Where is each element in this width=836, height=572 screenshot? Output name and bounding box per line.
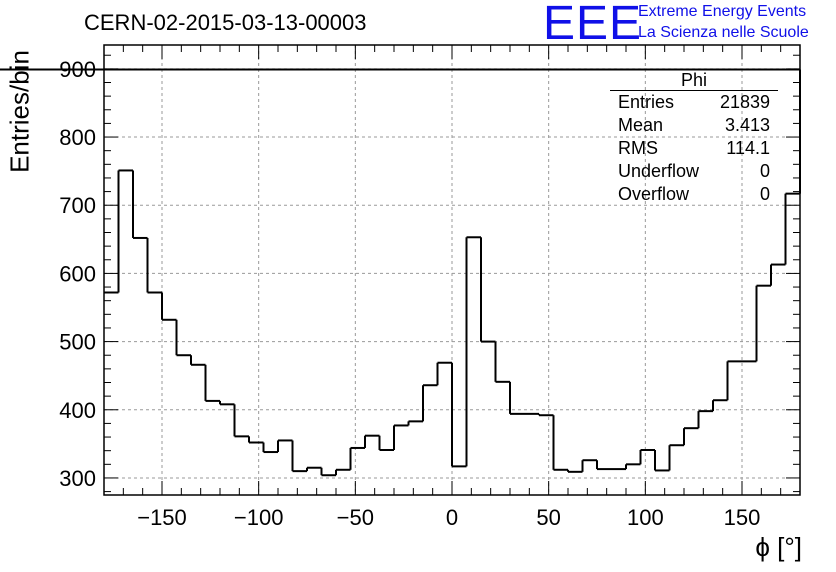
stats-label: RMS bbox=[618, 138, 658, 158]
eee-logo: EEE bbox=[543, 0, 643, 50]
stats-row-rms: RMS 114.1 bbox=[610, 137, 778, 160]
stats-value: 3.413 bbox=[724, 115, 770, 135]
banner-line-1: Extreme Energy Events bbox=[638, 3, 807, 20]
y-tick-label: 500 bbox=[59, 330, 96, 355]
y-axis-label: Entries/bin bbox=[4, 50, 35, 173]
x-tick-label: −50 bbox=[337, 505, 374, 530]
stats-value: 114.1 bbox=[726, 138, 770, 158]
stats-value: 21839 bbox=[719, 92, 770, 112]
y-tick-label: 800 bbox=[59, 125, 96, 150]
y-tick-label: 300 bbox=[59, 466, 96, 491]
x-tick-label: 0 bbox=[446, 505, 458, 530]
tick-labels: −150 −100 −50 0 50 100 150 300 400 500 600 700 800 90… bbox=[59, 57, 760, 530]
y-tick-label: 400 bbox=[59, 398, 96, 423]
run-title: CERN-02-2015-03-13-00003 bbox=[84, 10, 367, 35]
stats-label: Overflow bbox=[618, 184, 690, 204]
stats-row-overflow: Overflow 0 bbox=[610, 183, 778, 206]
stats-value: 0 bbox=[759, 184, 770, 204]
stats-row-entries: Entries 21839 bbox=[610, 91, 778, 114]
x-tick-label: 150 bbox=[724, 505, 761, 530]
stats-value: 0 bbox=[759, 161, 770, 181]
y-tick-label: 700 bbox=[59, 193, 96, 218]
y-tick-label: 600 bbox=[59, 261, 96, 286]
stats-row-underflow: Underflow 0 bbox=[610, 160, 778, 183]
stats-label: Mean bbox=[618, 115, 664, 135]
project-banner: Extreme Energy Events La Scienza nelle S… bbox=[638, 1, 809, 43]
stats-label: Entries bbox=[618, 92, 675, 112]
axes bbox=[103, 44, 801, 496]
x-tick-label: 50 bbox=[536, 505, 560, 530]
stats-label: Underflow bbox=[618, 161, 700, 181]
y-tick-label: 900 bbox=[59, 57, 96, 82]
stats-title: Phi bbox=[610, 70, 778, 91]
x-tick-label: 100 bbox=[627, 505, 664, 530]
x-tick-label: −100 bbox=[234, 505, 284, 530]
histogram-bins bbox=[0, 68, 801, 477]
stats-row-mean: Mean 3.413 bbox=[610, 114, 778, 137]
x-tick-label: −150 bbox=[137, 505, 187, 530]
banner-line-2: La Scienza nelle Scuole bbox=[638, 24, 809, 41]
stats-box: Phi Entries 21839 Mean 3.413 RMS 114.1 U… bbox=[610, 70, 778, 206]
x-axis-label: ϕ [°] bbox=[755, 532, 802, 562]
